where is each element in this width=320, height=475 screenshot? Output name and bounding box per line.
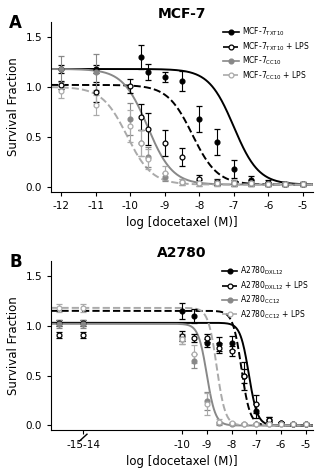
Text: A: A	[9, 14, 22, 32]
Legend: MCF-7$_\mathregular{TXT10}$, MCF-7$_\mathregular{TXT10}$ + LPS, MCF-7$_\mathregu: MCF-7$_\mathregular{TXT10}$, MCF-7$_\mat…	[222, 24, 311, 83]
Y-axis label: Survival Fraction: Survival Fraction	[7, 296, 20, 395]
Y-axis label: Survival Fraction: Survival Fraction	[7, 57, 20, 156]
Text: B: B	[9, 253, 22, 271]
X-axis label: log [docetaxel (M)]: log [docetaxel (M)]	[126, 455, 238, 468]
Title: MCF-7: MCF-7	[158, 7, 206, 21]
Title: A2780: A2780	[157, 246, 207, 260]
X-axis label: log [docetaxel (M)]: log [docetaxel (M)]	[126, 216, 238, 229]
Legend: A2780$_\mathregular{DXL12}$, A2780$_\mathregular{DXL12}$ + LPS, A2780$_\mathregu: A2780$_\mathregular{DXL12}$, A2780$_\mat…	[220, 263, 311, 322]
